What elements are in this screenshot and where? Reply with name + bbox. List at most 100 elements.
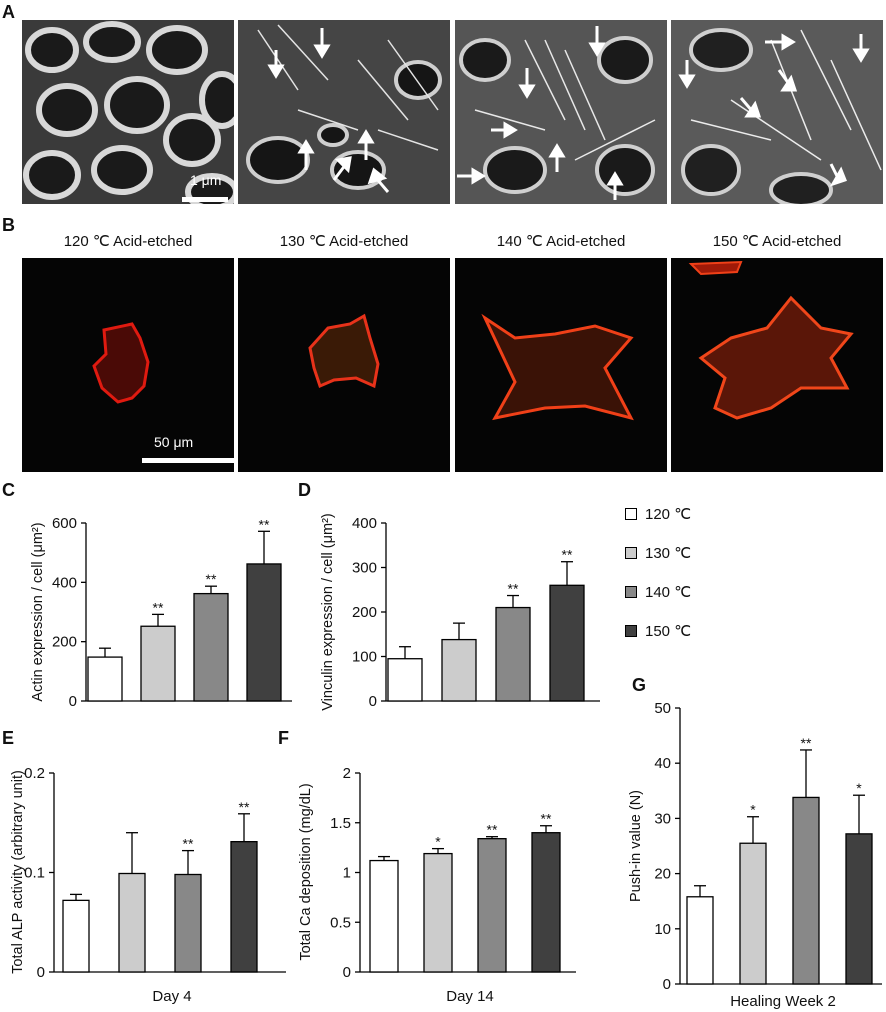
panel-label-g: G [632,675,647,695]
y-tick-label: 10 [654,921,671,938]
panel-label-a: A [2,2,15,22]
y-tick-label: 0.1 [24,865,45,882]
fluor-image-140 [455,258,667,472]
bar [230,841,258,973]
y-tick-label: 50 [654,700,671,717]
y-axis-label: Total Ca deposition (mg/dL) [298,783,314,960]
x-axis-label: Healing Week 2 [730,993,836,1010]
y-tick-label: 600 [52,515,77,532]
bar [62,899,90,973]
legend-item: 120 ℃ [625,503,691,525]
fluor-scalebar-label: 50 μm [154,434,194,450]
fluor-image-120: 50 μm [22,258,234,472]
bar [118,872,146,973]
x-axis-label: Day 14 [446,988,494,1005]
legend-label: 150 ℃ [645,623,692,640]
fluor-title-130: 130 ℃ Acid-etched [279,233,409,250]
chart-push-in-value: 0 10 20 30 40 50 Push-in value (N) Healing Week… [628,700,882,1010]
fluor-image-130 [238,258,450,472]
y-tick-label: 400 [52,574,77,591]
y-tick-label: 400 [352,515,377,532]
legend-item: 150 ℃ [625,620,691,642]
sem-image-120: 1 μm [22,20,234,204]
bar [87,656,123,702]
bar [845,833,873,985]
y-tick-label: 0.2 [24,765,45,782]
y-tick-label: 200 [352,604,377,621]
y-tick-label: 300 [352,560,377,577]
y-tick-label: 0 [663,976,671,993]
significance-marker: * [750,802,756,818]
x-axis-label: Day 4 [152,988,191,1005]
bar [549,584,585,702]
panel-label-e: E [2,728,15,748]
panel-label-b: B [2,215,15,235]
panel-label-d: D [298,480,311,500]
y-axis-label: Vinculin expression / cell (μm²) [320,513,336,710]
chart-ca-deposition: 0 0.5 1 1.5 2 Total Ca deposition (mg/dL) Day … [298,765,576,1005]
y-tick-label: 20 [654,866,671,883]
significance-marker: * [435,834,441,850]
significance-marker: ** [562,547,573,563]
sem-image-140 [455,20,667,204]
fluor-image-150 [671,258,883,472]
bar [686,896,714,985]
y-tick-label: 30 [654,810,671,827]
bar [387,658,423,702]
sem-scalebar-label: 1 μm [190,172,222,188]
y-tick-label: 1 [343,865,351,882]
significance-marker: ** [206,571,217,587]
y-tick-label: 0 [69,693,77,710]
y-tick-label: 1.5 [330,815,351,832]
bar [369,859,399,973]
chart-actin-expression: 0 200 400 600 Actin expression / cell (μm²) *… [30,515,292,710]
y-tick-label: 2 [343,765,351,782]
significance-marker: ** [183,836,194,852]
legend-swatch [625,625,637,637]
y-tick-label: 40 [654,755,671,772]
chart-vinculin-expression: 0 100 200 300 400 Vinculin expression / cell … [320,513,600,711]
fluor-title-150: 150 ℃ Acid-etched [712,233,842,250]
significance-marker: ** [153,599,164,615]
significance-marker: ** [259,516,270,532]
fluor-title-140: 140 ℃ Acid-etched [496,233,626,250]
y-axis-label: Actin expression / cell (μm²) [30,522,46,701]
significance-marker: * [856,780,862,796]
fluor-scalebar [142,458,234,463]
bar [246,563,282,702]
sem-image-130 [238,20,450,204]
y-tick-label: 0 [369,693,377,710]
sem-scalebar [182,197,228,202]
bar [174,873,202,973]
significance-marker: ** [239,799,250,815]
y-tick-label: 0 [343,964,351,981]
bar [441,638,477,702]
legend-label: 120 ℃ [645,506,692,523]
bar [739,842,767,985]
bar [193,592,229,702]
y-tick-label: 200 [52,634,77,651]
bar [792,796,820,985]
significance-marker: ** [541,811,552,827]
legend: 120 ℃ 130 ℃ 140 ℃ 150 ℃ [625,503,691,659]
legend-label: 140 ℃ [645,584,692,601]
fluor-title-120: 120 ℃ Acid-etched [63,233,193,250]
y-tick-label: 100 [352,649,377,666]
y-axis-label: Push-in value (N) [628,790,644,902]
legend-label: 130 ℃ [645,545,692,562]
bar [423,852,453,973]
bar [140,625,176,702]
significance-marker: ** [508,581,519,597]
significance-marker: ** [487,822,498,838]
bar [495,606,531,702]
sem-image-150 [671,20,883,204]
bar [531,832,561,973]
bar [477,838,507,973]
legend-swatch [625,508,637,520]
legend-swatch [625,547,637,559]
y-tick-label: 0 [37,964,45,981]
panel-label-c: C [2,480,15,500]
legend-item: 130 ℃ [625,542,691,564]
y-axis-label: Total ALP activity (arbitrary unit) [10,770,26,974]
